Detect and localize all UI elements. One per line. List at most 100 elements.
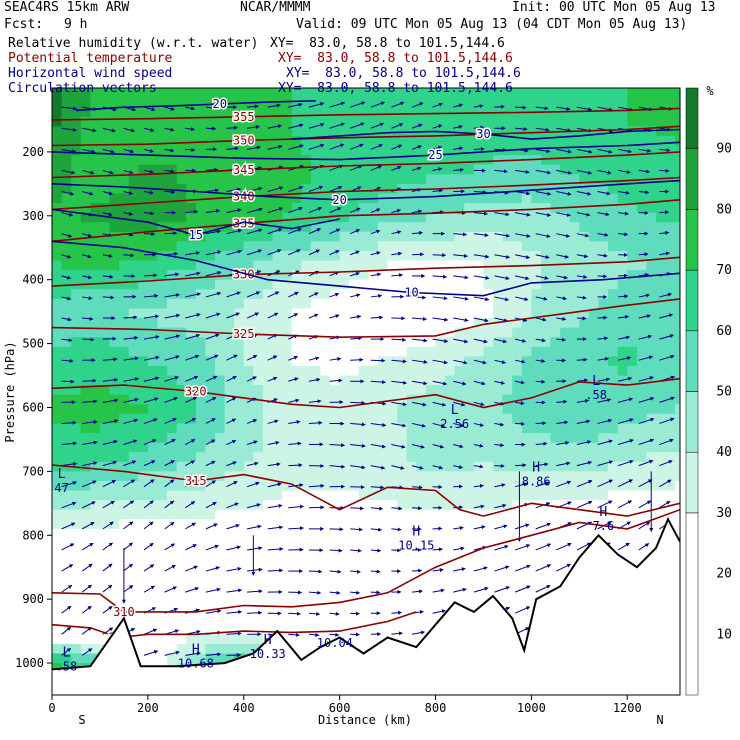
rh-cell <box>368 337 379 348</box>
rh-cell <box>301 270 312 281</box>
rh-cell <box>195 97 207 108</box>
circulation-vector <box>514 254 531 260</box>
rh-cell <box>339 365 350 377</box>
rh-cell <box>483 433 494 444</box>
rh-cell <box>675 519 680 530</box>
rh-cell <box>157 490 168 501</box>
rh-cell <box>656 423 667 434</box>
rh-cell <box>99 586 111 597</box>
rh-cell <box>272 624 283 635</box>
rh-cell <box>157 385 168 396</box>
rh-cell <box>416 538 427 549</box>
circulation-vector <box>535 317 547 322</box>
circulation-vector <box>164 479 175 488</box>
rh-cell <box>397 279 408 290</box>
rh-cell <box>186 260 197 271</box>
rh-cell <box>99 327 111 338</box>
rh-cell <box>243 279 254 290</box>
rh-cell <box>502 413 513 425</box>
rh-cell <box>205 528 216 540</box>
rh-cell <box>416 442 427 453</box>
rh-cell <box>71 624 82 635</box>
rh-cell <box>167 557 178 568</box>
rh-cell <box>435 423 446 434</box>
rh-cell <box>656 222 667 233</box>
rh-cell <box>493 442 504 453</box>
rh-cell <box>368 135 379 147</box>
rh-cell <box>214 126 226 137</box>
rh-cell <box>80 413 91 425</box>
rh-cell <box>330 318 341 329</box>
rh-cell <box>80 624 91 635</box>
rh-cell <box>330 605 341 616</box>
rh-cell <box>425 231 437 242</box>
circulation-vector <box>494 254 511 259</box>
circulation-vector <box>246 354 258 361</box>
circulation-vector <box>246 440 258 446</box>
rh-cell <box>588 222 600 233</box>
rh-cell <box>320 615 331 626</box>
rh-cell <box>502 528 513 540</box>
rh-cell <box>406 423 417 434</box>
rh-cell <box>349 174 360 185</box>
circulation-vector <box>391 527 402 532</box>
rh-cell <box>569 500 580 511</box>
rh-cell <box>665 365 676 377</box>
rh-cell <box>301 183 312 195</box>
circulation-vector <box>556 233 571 238</box>
rh-cell <box>617 404 628 415</box>
rh-cell <box>282 289 293 300</box>
circulation-vector <box>576 212 591 217</box>
rh-cell <box>560 270 571 281</box>
circulation-vector <box>432 274 448 279</box>
rh-cell <box>588 490 600 501</box>
rh-cell <box>262 174 274 185</box>
rh-cell <box>608 231 619 242</box>
rh-cell <box>540 548 552 559</box>
rh-cell <box>291 298 302 310</box>
rh-cell <box>186 624 197 635</box>
circulation-vector <box>123 521 134 530</box>
rh-cell <box>512 212 523 223</box>
rh-cell <box>99 155 111 166</box>
rh-cell <box>406 135 417 147</box>
rh-cell <box>157 212 168 223</box>
rh-cell <box>502 365 513 377</box>
circulation-vector <box>494 503 507 509</box>
rh-cell <box>186 643 197 655</box>
rh-cell <box>521 519 532 530</box>
rh-cell <box>406 298 417 310</box>
rh-cell <box>406 385 417 396</box>
rh-cell <box>262 567 274 578</box>
rh-cell <box>483 490 494 501</box>
rh-cell <box>656 241 667 252</box>
rh-cell <box>387 116 398 127</box>
rh-cell <box>646 289 657 300</box>
circulation-vector <box>453 359 468 365</box>
rh-cell <box>588 107 600 118</box>
rh-cell <box>502 490 513 501</box>
rh-cell <box>253 356 264 367</box>
rh-cell <box>99 509 111 520</box>
circulation-vector <box>102 500 115 509</box>
rh-cell <box>291 365 302 377</box>
rh-cell <box>349 615 360 626</box>
rh-cell <box>493 203 504 214</box>
rh-cell <box>377 212 389 223</box>
circulation-vector <box>370 208 381 214</box>
rh-cell <box>560 385 571 396</box>
rh-cell <box>176 375 187 386</box>
circulation-vector <box>226 418 237 424</box>
rh-cell <box>109 365 120 377</box>
circulation-vector <box>370 548 382 553</box>
rh-cell <box>569 203 580 214</box>
rh-cell <box>540 308 552 319</box>
rh-cell <box>157 88 168 99</box>
rh-cell <box>617 394 628 405</box>
rh-cell <box>665 222 676 233</box>
rh-cell <box>454 365 465 377</box>
rh-cell <box>502 404 513 415</box>
rh-cell <box>493 461 504 472</box>
rh-cell <box>99 97 111 108</box>
rh-cell <box>186 576 197 587</box>
